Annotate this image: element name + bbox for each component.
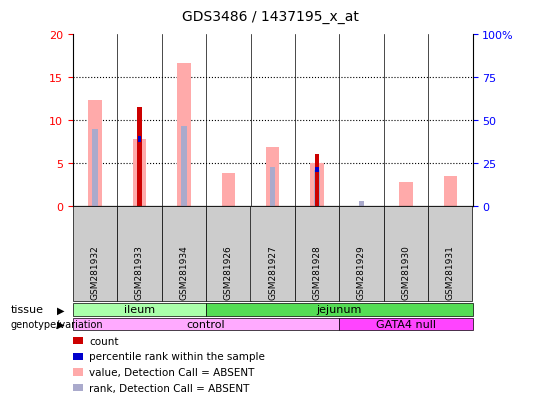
Text: ileum: ileum [124,305,155,315]
Bar [444,176,457,206]
Text: ▶: ▶ [57,319,64,329]
Bar [137,108,141,206]
Bar [181,127,186,206]
Bar [177,63,191,206]
Text: percentile rank within the sample: percentile rank within the sample [89,351,265,361]
Bar [310,164,324,206]
Bar [359,202,364,206]
Text: GSM281932: GSM281932 [91,245,99,299]
Bar [399,183,413,206]
Text: genotype/variation: genotype/variation [11,319,104,329]
Bar [92,129,98,206]
Text: count: count [89,336,119,346]
Text: value, Detection Call = ABSENT: value, Detection Call = ABSENT [89,367,254,377]
Text: GSM281929: GSM281929 [357,245,366,299]
Bar [314,171,320,206]
Text: GDS3486 / 1437195_x_at: GDS3486 / 1437195_x_at [181,10,359,24]
Text: control: control [187,319,225,329]
Text: GSM281930: GSM281930 [401,244,410,299]
Bar [270,168,275,206]
Bar [89,101,102,206]
Text: jejunum: jejunum [316,305,362,315]
Text: GSM281934: GSM281934 [179,245,188,299]
Text: tissue: tissue [11,305,44,315]
Bar [315,168,319,173]
Text: GATA4 null: GATA4 null [376,319,436,329]
Text: ▶: ▶ [57,305,64,315]
Bar [138,137,141,142]
Text: GSM281933: GSM281933 [135,244,144,299]
Text: GSM281926: GSM281926 [224,245,233,299]
Bar [221,174,235,206]
Text: GSM281931: GSM281931 [446,244,455,299]
Text: GSM281927: GSM281927 [268,245,277,299]
Bar [315,155,319,206]
Bar [266,147,279,206]
Text: rank, Detection Call = ABSENT: rank, Detection Call = ABSENT [89,383,249,393]
Bar [133,140,146,206]
Text: GSM281928: GSM281928 [313,245,322,299]
